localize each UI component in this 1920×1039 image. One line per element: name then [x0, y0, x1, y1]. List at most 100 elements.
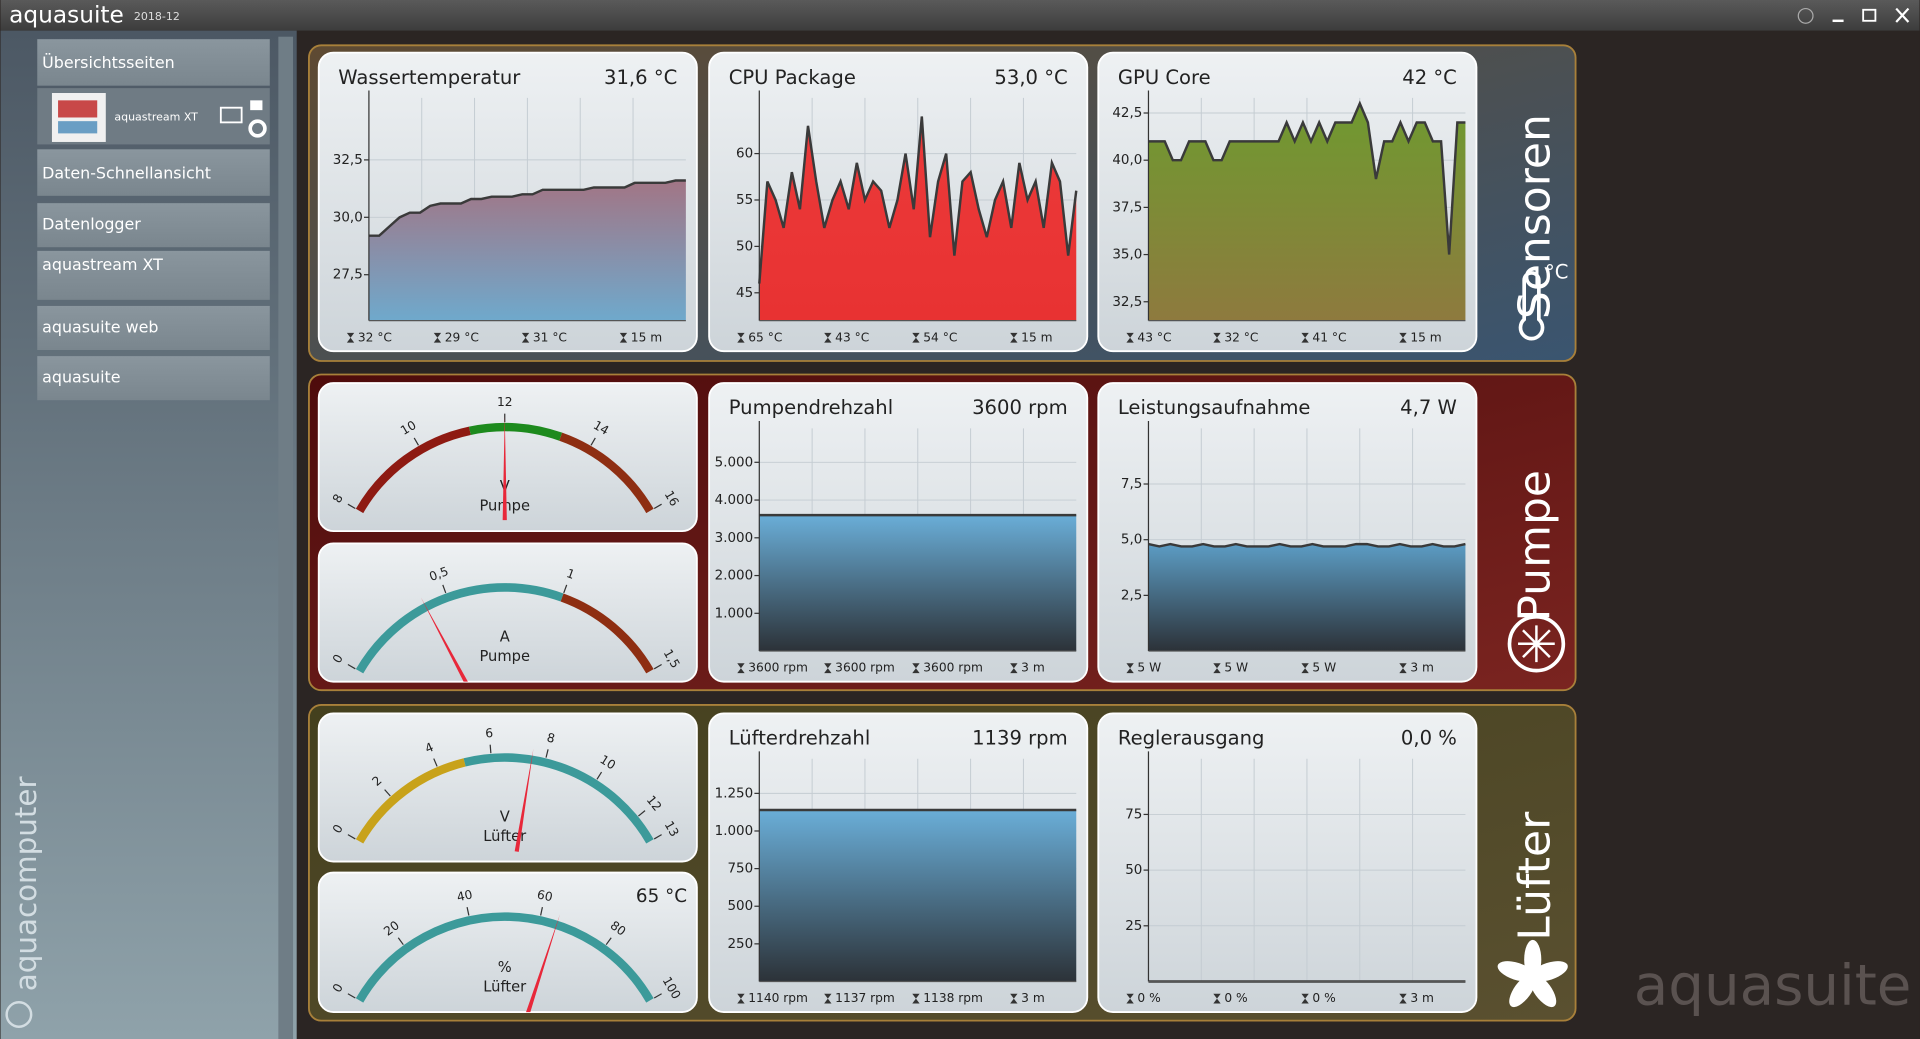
chart-card: CPU Package 53,0 °C 45 50 55 60 65 °C 43 °C 54 °… [708, 51, 1089, 353]
stat-text: 41 °C [1312, 330, 1346, 344]
y-tick-label: 5.000 [715, 455, 754, 470]
fan-icon-blade [1509, 973, 1537, 1008]
minimize-button[interactable] [1832, 19, 1844, 23]
info-button[interactable] [1797, 7, 1814, 24]
stat-icon [619, 332, 628, 343]
sidebar-item[interactable] [37, 203, 270, 248]
gauge-zone [355, 583, 564, 674]
sidebar-item[interactable] [37, 39, 270, 86]
chart-value: 4,7 W [1400, 396, 1457, 419]
stat-text: 15 m [631, 330, 662, 344]
group-title: Lüfter [1510, 811, 1561, 941]
stat-icon [824, 663, 832, 674]
sidebar-item[interactable] [37, 149, 270, 196]
stat-text: 65 °C [748, 330, 782, 344]
brand-vertical: aquacomputer [9, 776, 43, 992]
stat-text: 32 °C [358, 330, 392, 344]
gauge-tick-label: 6 [485, 726, 494, 741]
gauge-tick [638, 810, 646, 817]
chart-card: Wassertemperatur 31,6 °C 27,5 30,0 32,5 32 °C… [317, 51, 698, 353]
gauge-zone [469, 422, 563, 441]
sidebar-item-label: aquastream XT [42, 255, 163, 274]
chart-card: GPU Core 42 °C 32,5 35,0 37,5 40,0 42,5 43 °C 32… [1097, 51, 1478, 353]
gauge-card: 810121416VPumpe [317, 382, 698, 533]
y-tick-label: 45 [736, 286, 753, 301]
chart-title: Wassertemperatur [338, 66, 521, 89]
stat-icon [737, 663, 745, 674]
stat-text: 0 % [1224, 991, 1247, 1005]
card [317, 871, 698, 1013]
thermometer-icon [1518, 271, 1545, 341]
gauge-needle [525, 914, 560, 1013]
stat-icon [1399, 663, 1407, 674]
y-tick-label: 3.000 [715, 531, 754, 546]
gauge-tick [466, 906, 470, 916]
title-bar [0, 0, 1920, 31]
sidebar-item[interactable] [37, 356, 270, 401]
stat-icon [912, 993, 920, 1004]
gauge-tick [653, 663, 662, 670]
stat-icon [1213, 663, 1221, 674]
stat-icon [1301, 993, 1309, 1004]
y-tick-label: 32,5 [1112, 295, 1142, 310]
stat-text: 32 °C [1224, 330, 1258, 344]
gauge-tick-label: 40 [456, 887, 474, 904]
y-tick-label: 35,0 [1112, 248, 1142, 263]
app-version: 2018-12 [134, 10, 180, 23]
gauge-tick-label: 14 [591, 418, 612, 438]
maximize-button[interactable] [1862, 8, 1877, 22]
pump-icon-blades [1518, 625, 1555, 663]
gauge-label: Pumpe [479, 648, 530, 665]
gauge-tick [397, 937, 404, 946]
y-tick-label: 30,0 [333, 210, 363, 225]
fan-icon-blade [1529, 973, 1557, 1008]
gauge-tick [590, 437, 596, 446]
pump-icon [1507, 614, 1566, 673]
gauge-tick-label: 13 [662, 819, 682, 839]
stat-text: 15 m [1021, 330, 1052, 344]
stat-text: 5 W [1224, 661, 1248, 675]
gauge-tick [442, 584, 447, 594]
close-button[interactable] [1895, 7, 1910, 23]
gauge-tick [653, 993, 662, 999]
sidebar-item-label: Übersichtsseiten [42, 53, 175, 72]
sidebar-item[interactable] [37, 305, 270, 351]
y-tick-label: 32,5 [333, 153, 363, 168]
gauge-tick [653, 834, 662, 840]
chart-value: 42 °C [1402, 66, 1457, 89]
settings-icon[interactable] [248, 119, 267, 138]
gauge-tick [653, 503, 662, 510]
sidebar [0, 30, 297, 1039]
stat-icon [521, 332, 530, 343]
y-tick-label: 42,5 [1112, 106, 1142, 121]
gauge-tick [563, 584, 568, 594]
lock-icon[interactable] [250, 100, 263, 111]
gauge-tick [489, 744, 492, 754]
gauge-tick-label: 12 [497, 395, 513, 409]
stat-icon [1213, 993, 1221, 1004]
gauge-tick [413, 437, 420, 446]
gauge-tick [540, 906, 544, 916]
area [368, 180, 686, 321]
sidebar-item[interactable] [37, 250, 270, 300]
gauge-tick-label: 16 [662, 488, 682, 508]
y-tick-label: 25 [1125, 919, 1142, 934]
monitor-icon[interactable] [219, 106, 243, 124]
stat-icon [912, 332, 920, 343]
stat-icon [1301, 332, 1309, 343]
y-tick-label: 5,0 [1121, 533, 1142, 548]
card [317, 382, 698, 533]
group-unit: °C [1545, 260, 1568, 283]
sidebar-item-label: aquasuite [42, 368, 120, 387]
stat-icon [1010, 993, 1018, 1004]
stat-text: 3600 rpm [835, 661, 895, 675]
y-tick-label: 37,5 [1112, 200, 1142, 215]
gauge-tick-label: 10 [398, 418, 418, 438]
scrollbar[interactable] [278, 36, 294, 1039]
y-tick-label: 2,5 [1121, 588, 1142, 603]
stat-text: 0 % [1312, 991, 1335, 1005]
stat-icon [737, 993, 745, 1004]
stat-text: 3 m [1021, 661, 1045, 675]
line [1148, 542, 1466, 548]
card [317, 542, 698, 683]
